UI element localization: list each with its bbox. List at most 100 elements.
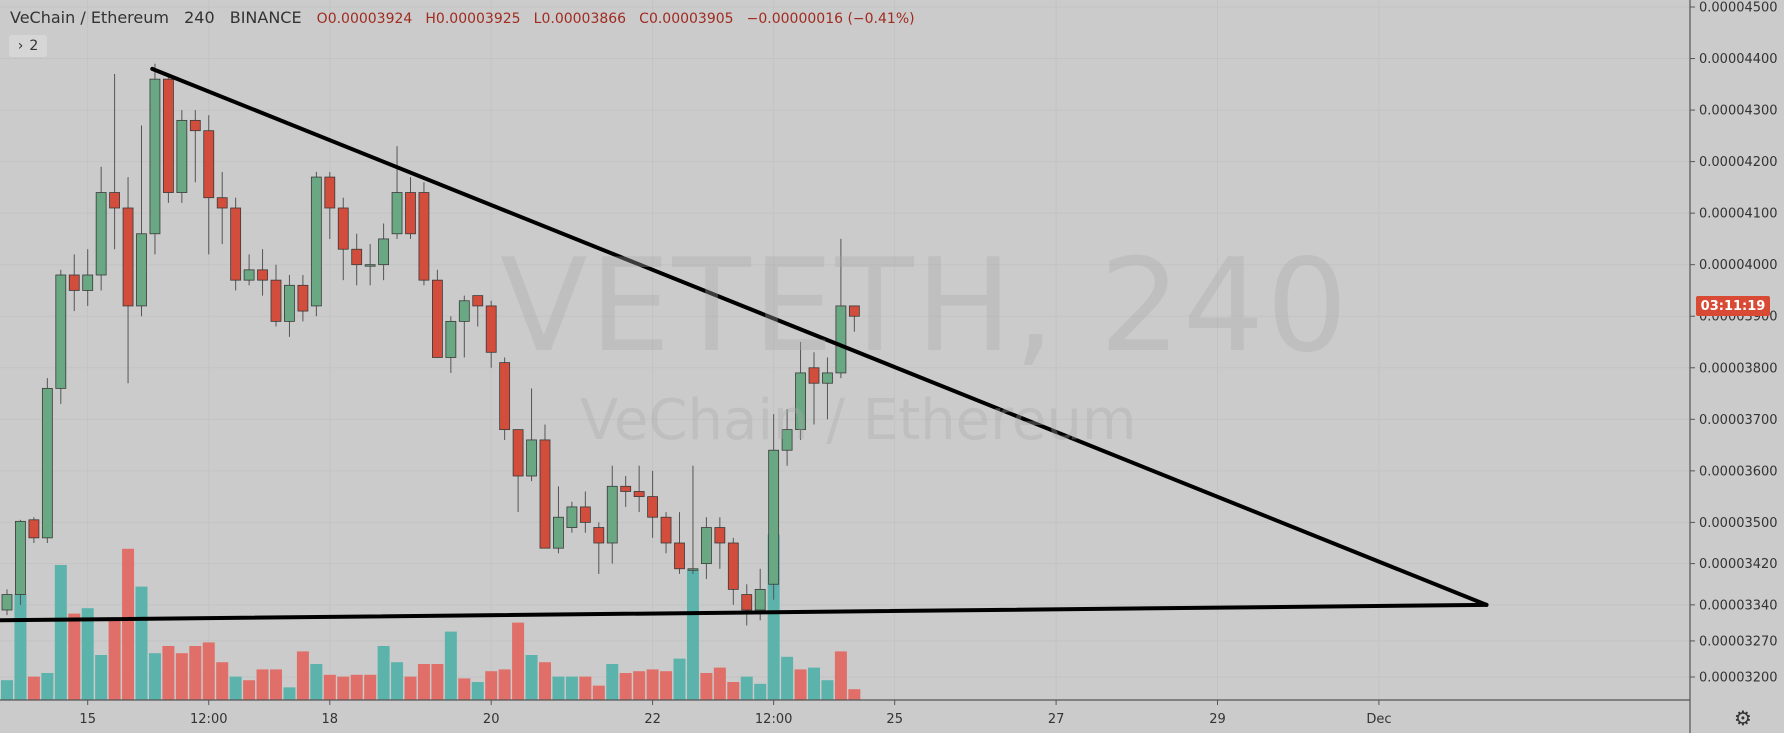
volume-bar (633, 671, 646, 700)
candle-body (445, 320, 457, 358)
price-tick-label: 0.00004000 (1699, 258, 1778, 273)
candle-body (647, 496, 658, 518)
volume-bar (713, 667, 726, 700)
symbol-name[interactable]: VeChain / Ethereum (10, 8, 169, 27)
candle-body (41, 387, 53, 539)
candle-body (28, 519, 40, 539)
ohlc-low: L0.00003866 (533, 11, 627, 27)
candle-body (606, 485, 618, 544)
watermark-description: VeChain / Ethereum (580, 388, 1137, 453)
candle-body (526, 439, 537, 477)
candle-body (714, 527, 726, 544)
time-tick-label: 29 (1209, 712, 1226, 727)
volume-bar (364, 674, 377, 700)
volume-bar (270, 669, 282, 700)
candle-body (741, 594, 753, 611)
volume-bars (1, 534, 861, 700)
candle-body (364, 264, 376, 267)
volume-bar (135, 586, 148, 700)
volume-bar (821, 680, 834, 700)
volume-bar (216, 662, 229, 700)
candle-body (136, 233, 147, 307)
candle-body (391, 192, 403, 235)
candle-body (512, 429, 524, 477)
candle-body (822, 372, 833, 384)
price-tick-label: 0.00004100 (1699, 207, 1778, 222)
volume-bar (686, 570, 699, 700)
volume-bar (794, 669, 807, 700)
time-tick-label: 20 (483, 712, 500, 727)
volume-bar (606, 664, 619, 700)
trendlines[interactable] (0, 66, 1489, 623)
volume-bar (579, 676, 592, 700)
chevron-right-icon: › (17, 38, 24, 54)
price-tick-label: 0.00003340 (1699, 598, 1778, 613)
candles (1, 63, 860, 626)
candle-body (418, 192, 430, 281)
price-change: −0.00000016 (−0.41%) (746, 11, 915, 27)
volume-bar (41, 673, 54, 700)
grid-lines (0, 0, 1690, 700)
indicators-toggle-button[interactable]: › 2 (9, 35, 47, 57)
volume-bar (27, 676, 40, 700)
time-tick-label: 12:00 (190, 712, 227, 727)
candle-body (754, 588, 766, 611)
volume-bar (175, 653, 188, 700)
time-tick-label: 18 (322, 712, 339, 727)
price-tick-label: 0.00004200 (1699, 155, 1778, 170)
candle-body (539, 439, 551, 549)
candle-body (485, 305, 497, 353)
volume-bar (108, 619, 121, 700)
candle-body (162, 78, 174, 193)
volume-bar (54, 565, 67, 700)
candle-body (270, 279, 282, 322)
ohlc-open: O0.00003924 (316, 11, 413, 27)
candle-body (95, 192, 107, 276)
candle-body (701, 527, 712, 565)
candle-body (55, 274, 67, 389)
candle-body (351, 248, 363, 266)
gear-icon[interactable]: ⚙ (1734, 706, 1752, 730)
candle-body (808, 367, 820, 384)
candle-body (579, 506, 591, 523)
volume-bar (700, 673, 713, 700)
candle-body (1, 594, 13, 611)
candle-body (122, 207, 134, 307)
volume-bar (417, 664, 430, 700)
ohlc-close: C0.00003905 (639, 11, 734, 27)
interval[interactable]: 240 (184, 8, 215, 27)
volume-bar (377, 646, 390, 700)
volume-bar (834, 651, 847, 700)
candle-body (257, 269, 268, 281)
legend-header: VeChain / Ethereum 240 BINANCE O0.000039… (10, 8, 923, 27)
volume-bar (444, 631, 457, 700)
trendline-support[interactable] (0, 602, 1489, 623)
volume-bar (14, 593, 27, 700)
price-tick-label: 0.00004300 (1699, 104, 1778, 119)
exchange: BINANCE (229, 8, 302, 27)
trendline-descending[interactable] (150, 66, 1489, 607)
time-tick-label: 15 (79, 712, 96, 727)
volume-bar (256, 669, 269, 700)
candle-body (795, 372, 806, 431)
price-tick-label: 0.00003270 (1699, 634, 1778, 649)
time-tick-label: 25 (886, 712, 903, 727)
volume-bar (95, 655, 108, 700)
candle-body (553, 516, 564, 549)
volume-bar (458, 678, 471, 700)
candle-body (768, 449, 780, 585)
volume-bar (229, 676, 242, 700)
price-tick-label: 0.00003800 (1699, 361, 1778, 376)
volume-bar (673, 658, 686, 700)
candle-body (835, 305, 847, 374)
volume-bar (740, 676, 753, 700)
volume-bar (148, 653, 161, 700)
price-tick-label: 0.00003600 (1699, 464, 1778, 479)
volume-bar (404, 676, 417, 700)
volume-bar (808, 667, 820, 700)
volume-bar (485, 671, 498, 700)
volume-bar (619, 673, 632, 700)
